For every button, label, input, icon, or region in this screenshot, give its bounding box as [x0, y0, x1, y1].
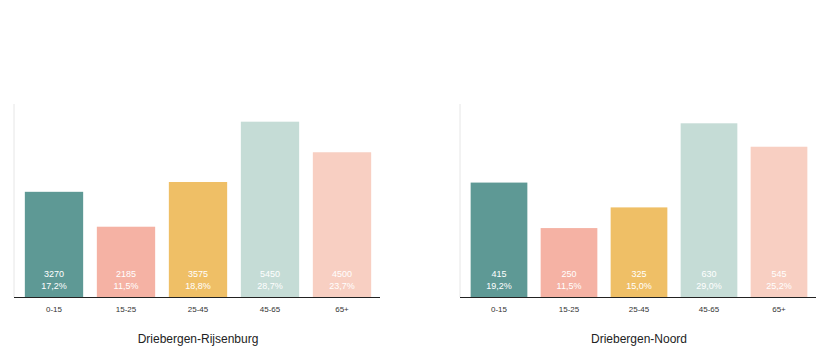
share-label: 17,2%: [41, 281, 67, 291]
bars: [25, 122, 371, 297]
panel-title: Driebergen-Rijsenburg: [138, 332, 259, 346]
count-label: 3575: [188, 269, 208, 279]
category-label: 15-25: [559, 305, 580, 314]
bar: [751, 147, 808, 297]
share-label: 18,8%: [185, 281, 211, 291]
category-label: 0-15: [46, 305, 63, 314]
figure: 3270 17,2% 0-15 2185 11,5% 15-25 3575 18,8% 25-4…: [0, 0, 824, 352]
share-label: 11,5%: [557, 281, 582, 291]
count-label: 415: [491, 269, 506, 279]
share-label: 23,7%: [329, 281, 355, 291]
bar: [169, 182, 227, 297]
count-label: 545: [771, 269, 786, 279]
bar: [611, 207, 668, 297]
category-label: 45-65: [260, 305, 281, 314]
share-label: 19,2%: [486, 281, 512, 291]
bar: [25, 192, 83, 297]
count-label: 630: [701, 269, 716, 279]
share-label: 11,5%: [114, 281, 139, 291]
panel: 3270 17,2% 0-15 2185 11,5% 15-25 3575 18,8% 25-4…: [14, 104, 380, 346]
bar: [97, 227, 155, 297]
share-label: 15,0%: [626, 281, 652, 291]
category-label: 65+: [772, 305, 786, 314]
category-label: 25-45: [188, 305, 209, 314]
category-label: 45-65: [699, 305, 720, 314]
category-label: 0-15: [491, 305, 508, 314]
bar: [681, 123, 738, 297]
share-label: 29,0%: [696, 281, 722, 291]
panel: 415 19,2% 0-15 250 11,5% 15-25 325 15,0% 25-45 63…: [460, 104, 816, 346]
baseline: [460, 297, 816, 298]
count-label: 2185: [116, 269, 136, 279]
count-label: 3270: [44, 269, 64, 279]
share-label: 28,7%: [257, 281, 283, 291]
category-label: 25-45: [629, 305, 650, 314]
value-axis: [460, 104, 461, 297]
count-label: 250: [561, 269, 576, 279]
baseline: [14, 297, 380, 298]
value-axis: [14, 104, 15, 297]
count-label: 325: [631, 269, 646, 279]
category-label: 15-25: [116, 305, 137, 314]
bar: [313, 152, 371, 297]
bars: [471, 123, 808, 297]
bar: [471, 183, 528, 297]
category-label: 65+: [335, 305, 349, 314]
share-label: 25,2%: [766, 281, 792, 291]
count-label: 5450: [260, 269, 280, 279]
count-label: 4500: [332, 269, 352, 279]
panel-title: Driebergen-Noord: [591, 332, 687, 346]
bar: [241, 122, 299, 297]
bar: [541, 228, 598, 297]
